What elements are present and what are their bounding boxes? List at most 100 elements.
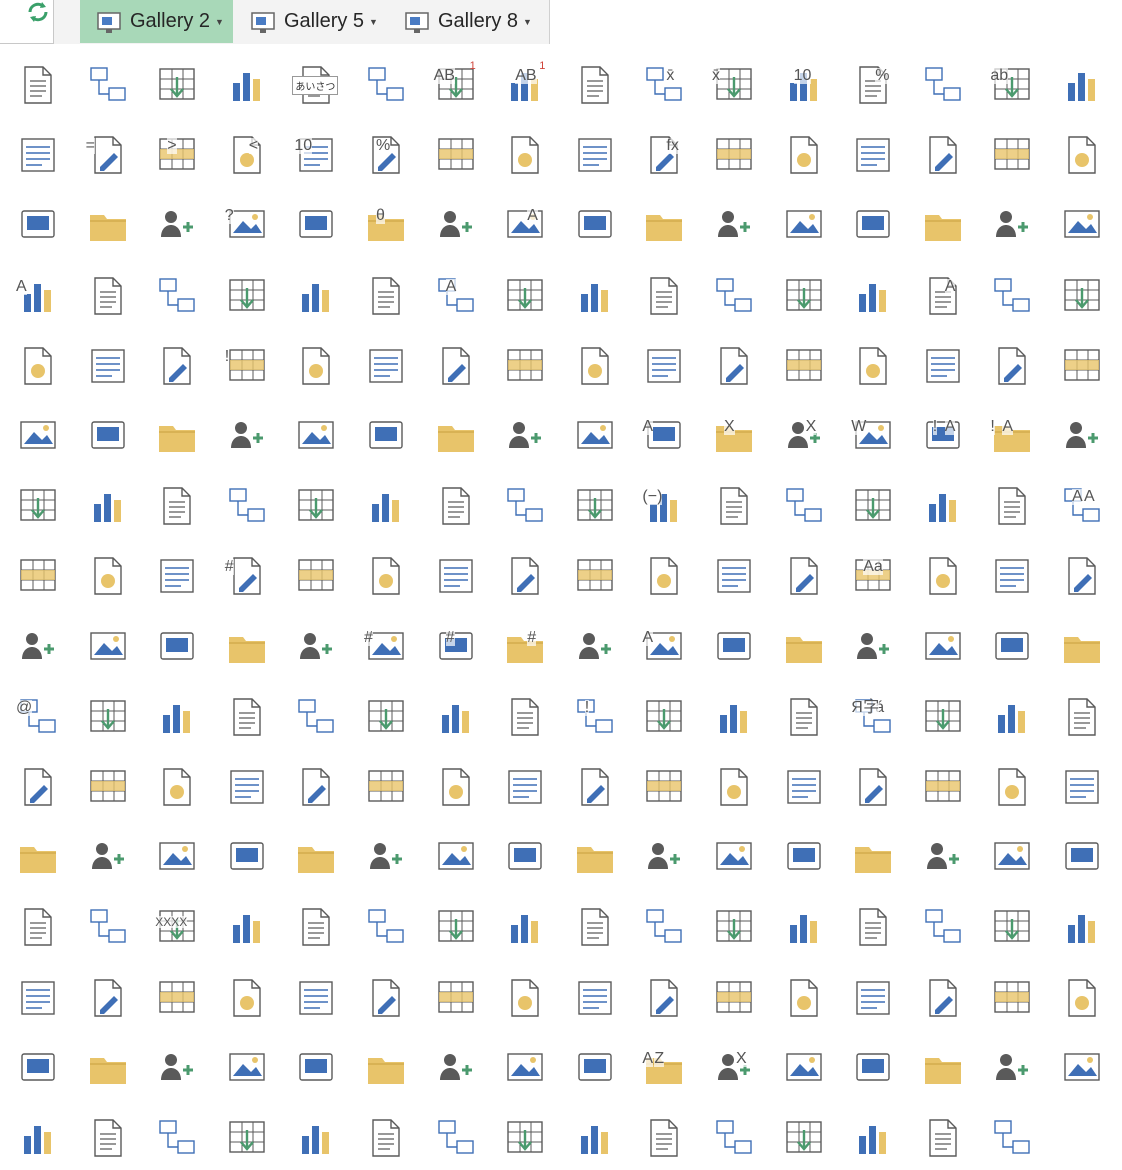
gallery-item[interactable] [217, 688, 277, 746]
gallery-item[interactable] [982, 1109, 1042, 1167]
gallery-item[interactable] [774, 267, 834, 325]
gallery-item[interactable] [426, 1109, 486, 1167]
gallery-item[interactable]: あいさつ [286, 56, 346, 114]
gallery-item[interactable]: A [634, 618, 694, 676]
gallery-item[interactable] [565, 337, 625, 395]
gallery-item[interactable] [774, 337, 834, 395]
gallery-item[interactable] [704, 267, 764, 325]
gallery-item[interactable] [286, 1039, 346, 1097]
gallery-item[interactable] [774, 196, 834, 254]
gallery-item[interactable] [426, 126, 486, 184]
gallery-item[interactable] [147, 1039, 207, 1097]
gallery-item[interactable] [78, 618, 138, 676]
gallery-item[interactable] [147, 407, 207, 465]
gallery-item[interactable] [8, 56, 68, 114]
gallery-item[interactable] [843, 126, 903, 184]
gallery-item[interactable] [356, 758, 416, 816]
gallery-item[interactable] [356, 267, 416, 325]
gallery-item[interactable] [356, 969, 416, 1027]
gallery-item[interactable]: AB 1 [426, 56, 486, 114]
gallery-item[interactable] [78, 196, 138, 254]
gallery-item[interactable] [286, 547, 346, 605]
gallery-item[interactable] [78, 1039, 138, 1097]
gallery-item[interactable] [286, 898, 346, 956]
gallery-item[interactable] [356, 688, 416, 746]
gallery-item[interactable] [426, 898, 486, 956]
gallery-item[interactable]: ! [217, 337, 277, 395]
gallery-item[interactable] [565, 477, 625, 535]
gallery-item[interactable] [634, 1109, 694, 1167]
gallery-item[interactable]: ab [982, 56, 1042, 114]
gallery-item[interactable] [1052, 407, 1112, 465]
gallery-item[interactable] [1052, 1039, 1112, 1097]
gallery-item[interactable] [1052, 969, 1112, 1027]
gallery-item[interactable]: 10 [774, 56, 834, 114]
gallery-item[interactable] [78, 407, 138, 465]
gallery-item[interactable] [634, 688, 694, 746]
gallery-item[interactable] [356, 1039, 416, 1097]
gallery-item[interactable] [217, 477, 277, 535]
gallery-item[interactable] [704, 618, 764, 676]
gallery-item[interactable] [286, 688, 346, 746]
gallery-item[interactable] [495, 407, 555, 465]
gallery-item[interactable] [495, 898, 555, 956]
gallery-item[interactable]: x̄ [704, 56, 764, 114]
gallery-item[interactable] [565, 267, 625, 325]
gallery-item[interactable] [426, 688, 486, 746]
gallery-item[interactable] [8, 969, 68, 1027]
gallery-item[interactable] [982, 618, 1042, 676]
gallery-item[interactable] [78, 547, 138, 605]
gallery-item[interactable]: (−) [634, 477, 694, 535]
gallery-item[interactable] [913, 828, 973, 886]
gallery-item[interactable] [913, 1109, 973, 1167]
gallery-item[interactable]: # [217, 547, 277, 605]
gallery-item[interactable] [1052, 547, 1112, 605]
gallery-item[interactable]: % [356, 126, 416, 184]
gallery-item[interactable] [774, 618, 834, 676]
gallery-item[interactable] [426, 407, 486, 465]
gallery-item[interactable] [982, 477, 1042, 535]
gallery-item[interactable]: Aa [843, 547, 903, 605]
gallery-item[interactable] [913, 337, 973, 395]
gallery-item[interactable] [913, 1039, 973, 1097]
gallery-item[interactable] [774, 898, 834, 956]
gallery-item[interactable] [634, 898, 694, 956]
gallery-item[interactable] [704, 126, 764, 184]
gallery-item[interactable] [78, 56, 138, 114]
gallery-item[interactable] [356, 547, 416, 605]
gallery-item[interactable] [8, 337, 68, 395]
gallery-item[interactable]: X [704, 407, 764, 465]
gallery-item[interactable] [426, 547, 486, 605]
gallery-item[interactable] [217, 618, 277, 676]
gallery-item[interactable] [286, 267, 346, 325]
gallery-item[interactable]: θ [356, 196, 416, 254]
gallery-item[interactable] [634, 828, 694, 886]
gallery-item[interactable] [634, 758, 694, 816]
gallery-item[interactable] [8, 477, 68, 535]
gallery-item[interactable] [78, 969, 138, 1027]
gallery-item[interactable] [356, 1109, 416, 1167]
gallery-item[interactable] [774, 828, 834, 886]
gallery-item[interactable]: ! [565, 688, 625, 746]
gallery-item[interactable] [774, 758, 834, 816]
gallery-item[interactable] [78, 758, 138, 816]
gallery-item[interactable] [913, 969, 973, 1027]
gallery-item[interactable] [565, 1039, 625, 1097]
gallery-item[interactable] [982, 688, 1042, 746]
gallery-item[interactable] [426, 758, 486, 816]
gallery-item[interactable] [495, 547, 555, 605]
gallery-item[interactable] [843, 969, 903, 1027]
gallery-item[interactable] [356, 477, 416, 535]
gallery-item[interactable] [913, 547, 973, 605]
gallery-item[interactable]: A [913, 267, 973, 325]
gallery-item[interactable] [774, 477, 834, 535]
gallery-item[interactable] [704, 477, 764, 535]
gallery-item[interactable] [913, 126, 973, 184]
gallery-item[interactable] [147, 758, 207, 816]
gallery-item[interactable] [1052, 196, 1112, 254]
gallery-item[interactable] [565, 618, 625, 676]
gallery-item[interactable] [634, 196, 694, 254]
gallery-item[interactable]: A [426, 267, 486, 325]
gallery-item[interactable] [217, 1039, 277, 1097]
gallery-item[interactable] [704, 1109, 764, 1167]
